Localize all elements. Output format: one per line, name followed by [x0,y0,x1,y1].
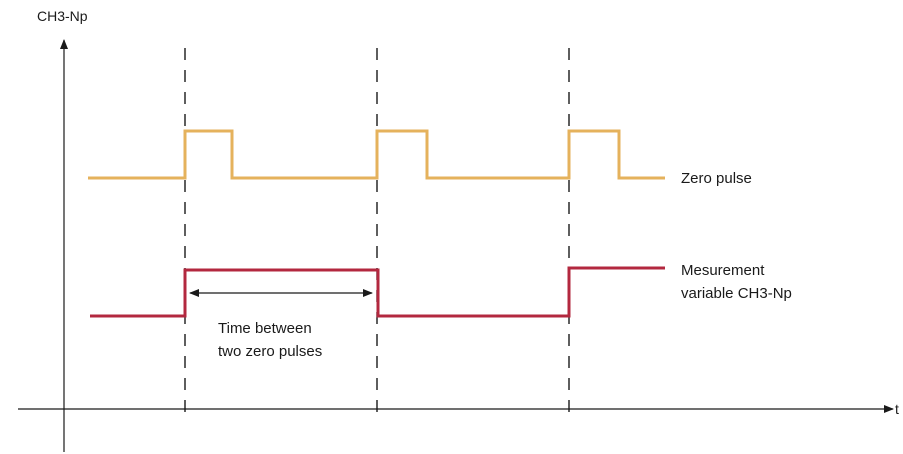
measurement-signal [90,266,665,318]
time-between-label-line-2: two zero pulses [218,343,322,360]
time-between-label-line-1: Time between [218,320,312,337]
zero-pulse-signal [88,129,665,180]
y-axis-label: CH3-Np [37,8,88,24]
x-axis-label: t [895,401,899,417]
measurement-label-line-1: Mesurement [681,262,765,279]
measurement-label-line-2: variable CH3-Np [681,285,792,302]
zero-pulse-label: Zero pulse [681,170,752,187]
